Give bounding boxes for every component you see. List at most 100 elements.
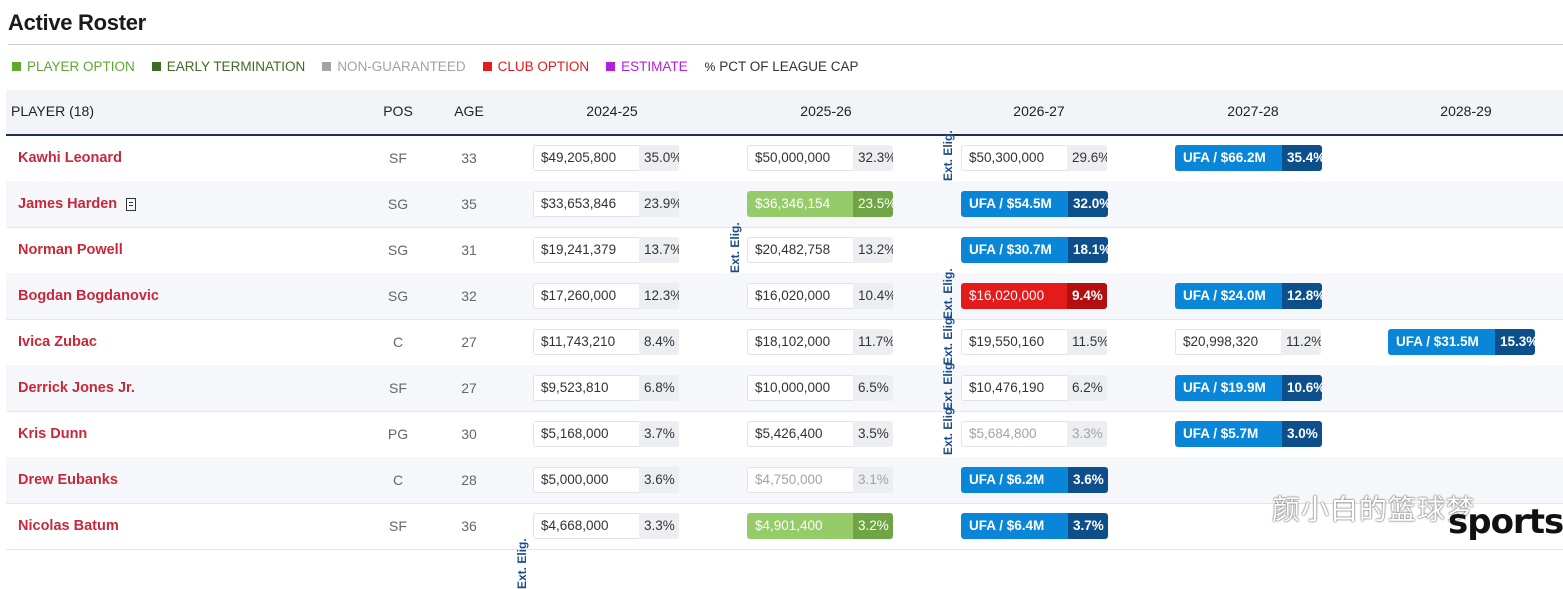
cap-percentage: 12.8% (1282, 283, 1322, 309)
col-age-header[interactable]: AGE (454, 103, 484, 119)
salary-amount: $17,260,000 (533, 283, 639, 309)
player-name-link[interactable]: Ivica Zubac (18, 319, 97, 365)
col-season-2-header[interactable]: 2025-26 (800, 103, 852, 119)
salary-cell-player[interactable]: $4,901,400 3.2% (747, 513, 893, 539)
watermark-chinese: 颜小白的篮球梦 (1272, 493, 1476, 526)
cap-percentage: 35.0% (639, 145, 679, 171)
salary-cell-normal[interactable]: $50,000,000 32.3% (747, 145, 893, 171)
cap-percentage: 29.6% (1067, 145, 1107, 171)
salary-cell-ufa[interactable]: UFA / $19.9M 10.6% (1175, 375, 1322, 401)
salary-cell-normal[interactable]: $5,168,000 3.7% (533, 421, 679, 447)
extension-eligible-label: Ext. Elig. (941, 404, 955, 455)
salary-cell-normal[interactable]: $17,260,000 12.3% (533, 283, 679, 309)
player-name-link[interactable]: Kris Dunn (18, 411, 87, 457)
salary-cell-ufa[interactable]: UFA / $31.5M 15.3% (1388, 329, 1535, 355)
salary-amount: $5,684,800 (961, 421, 1067, 447)
player-name-text: Kawhi Leonard (18, 150, 122, 166)
cap-percentage: 11.5% (1067, 329, 1107, 355)
salary-cell-normal[interactable]: $11,743,210 8.4% (533, 329, 679, 355)
col-season-3-header[interactable]: 2026-27 (1013, 103, 1065, 119)
salary-amount: $20,998,320 (1175, 329, 1281, 355)
legend-item: CLUB OPTION (482, 59, 590, 74)
legend-swatch (482, 62, 492, 71)
salary-cell-normal[interactable]: $10,476,190 6.2% (961, 375, 1107, 401)
player-name-link[interactable]: James Harden (18, 181, 137, 227)
legend-label: EARLY TERMINATION (166, 59, 306, 74)
salary-amount: $20,482,758 (747, 237, 853, 263)
salary-cell-ufa[interactable]: UFA / $54.5M 32.0% (961, 191, 1108, 217)
legend-item: % PCT OF LEAGUE CAP (705, 59, 859, 74)
salary-cell-normal[interactable]: $33,653,846 23.9% (533, 191, 679, 217)
salary-amount: UFA / $6.2M (961, 467, 1068, 493)
cap-percentage: 3.6% (1068, 467, 1108, 493)
cap-percentage: 35.4% (1282, 145, 1322, 171)
player-name-link[interactable]: Norman Powell (18, 227, 123, 273)
salary-cell-normal[interactable]: $5,426,400 3.5% (747, 421, 893, 447)
legend-label: CLUB OPTION (497, 59, 590, 74)
legend-label: ESTIMATE (621, 59, 688, 74)
player-position: SF (389, 518, 407, 534)
player-name-link[interactable]: Kawhi Leonard (18, 135, 122, 181)
player-name-text: Kris Dunn (18, 426, 88, 442)
player-position: SF (389, 150, 407, 166)
col-season-1-header[interactable]: 2024-25 (586, 103, 638, 119)
player-age: 27 (461, 380, 477, 396)
col-season-5-header[interactable]: 2028-29 (1440, 103, 1492, 119)
cap-percentage: 3.5% (853, 421, 893, 447)
legend-swatch (606, 62, 616, 71)
table-row: Nicolas Batum SF 36 $4,668,000 3.3% $4,901,40… (6, 503, 1563, 550)
salary-cell-normal[interactable]: $20,998,320 11.2% (1175, 329, 1321, 355)
cap-percentage: 18.1% (1068, 237, 1108, 263)
cap-percentage: 13.2% (853, 237, 893, 263)
salary-cell-gray[interactable]: $5,684,800 3.3% (961, 421, 1107, 447)
salary-cell-gray[interactable]: $4,750,000 3.1% (747, 467, 893, 493)
player-position: PG (387, 426, 409, 442)
salary-amount: $50,000,000 (747, 145, 853, 171)
salary-cell-normal[interactable]: $18,102,000 11.7% (747, 329, 893, 355)
salary-cell-ufa[interactable]: UFA / $30.7M 18.1% (961, 237, 1108, 263)
salary-cell-club[interactable]: $16,020,000 9.4% (961, 283, 1107, 309)
salary-amount: UFA / $66.2M (1175, 145, 1282, 171)
salary-amount: UFA / $6.4M (961, 513, 1068, 539)
cap-percentage: 23.9% (639, 191, 679, 217)
salary-cell-normal[interactable]: $16,020,000 10.4% (747, 283, 893, 309)
contract-note-icon[interactable] (126, 197, 137, 211)
legend-swatch (322, 62, 332, 71)
col-season-4-header[interactable]: 2027-28 (1227, 103, 1279, 119)
cap-percentage: 10.6% (1282, 375, 1322, 401)
salary-cell-ufa[interactable]: UFA / $6.4M 3.7% (961, 513, 1108, 539)
salary-cell-ufa[interactable]: UFA / $66.2M 35.4% (1175, 145, 1322, 171)
salary-cell-normal[interactable]: $4,668,000 3.3% (533, 513, 679, 539)
salary-cell-normal[interactable]: $19,241,379 13.7% (533, 237, 679, 263)
player-name-link[interactable]: Drew Eubanks (18, 457, 118, 503)
salary-cell-normal[interactable]: $9,523,810 6.8% (533, 375, 679, 401)
legend-label: NON-GUARANTEED (337, 59, 466, 74)
salary-cell-normal[interactable]: $10,000,000 6.5% (747, 375, 893, 401)
salary-cell-normal[interactable]: $19,550,160 11.5% (961, 329, 1107, 355)
col-pos-header[interactable]: POS (383, 103, 413, 119)
salary-cell-ufa[interactable]: UFA / $5.7M 3.0% (1175, 421, 1322, 447)
player-name-link[interactable]: Nicolas Batum (18, 503, 119, 549)
player-name-link[interactable]: Derrick Jones Jr. (18, 365, 135, 411)
page-title: Active Roster (8, 10, 146, 35)
salary-amount: $10,476,190 (961, 375, 1067, 401)
col-player-header[interactable]: PLAYER (18) (11, 103, 94, 119)
player-name-text: James Harden (18, 196, 118, 212)
salary-amount: UFA / $24.0M (1175, 283, 1282, 309)
cap-percentage: 3.1% (853, 467, 893, 493)
salary-cell-normal[interactable]: $49,205,800 35.0% (533, 145, 679, 171)
salary-cell-ufa[interactable]: UFA / $24.0M 12.8% (1175, 283, 1322, 309)
salary-amount: $16,020,000 (961, 283, 1067, 309)
salary-amount: UFA / $5.7M (1175, 421, 1282, 447)
salary-cell-normal[interactable]: $5,000,000 3.6% (533, 467, 679, 493)
salary-cell-player[interactable]: $36,346,154 23.5% (747, 191, 893, 217)
salary-cell-ufa[interactable]: UFA / $6.2M 3.6% (961, 467, 1108, 493)
salary-amount: $33,653,846 (533, 191, 639, 217)
extension-eligible-label: Ext. Elig. (515, 538, 529, 589)
salary-cell-normal[interactable]: $20,482,758 13.2% (747, 237, 893, 263)
salary-cell-normal[interactable]: $50,300,000 29.6% (961, 145, 1107, 171)
legend-item: EARLY TERMINATION (151, 59, 306, 74)
player-age: 27 (461, 334, 477, 350)
player-name-link[interactable]: Bogdan Bogdanovic (18, 273, 159, 319)
percent-icon: % (704, 59, 716, 74)
